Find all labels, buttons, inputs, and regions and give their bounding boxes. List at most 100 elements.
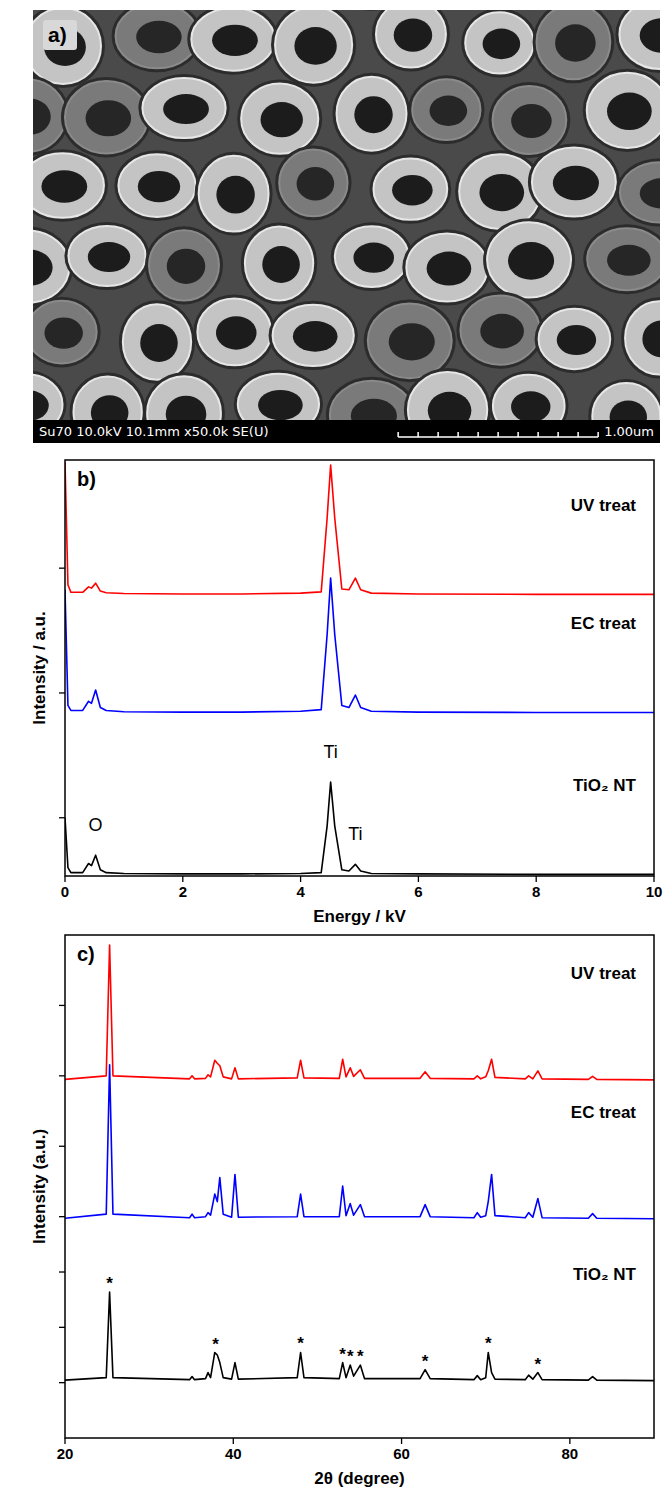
nanotube-pore [216,316,257,349]
nanotube-pore [607,92,652,130]
tube-shadow [64,222,149,290]
series-label: EC treat [571,614,637,633]
nanotube-pore [353,242,394,272]
nanotube-pore [428,392,472,420]
nanotube-pore [140,324,178,362]
x-tick [569,1438,570,1444]
y-tick [59,1075,65,1076]
peak-annotation: Ti [323,742,337,762]
nanotube-pore [553,166,599,201]
nanotube-wall [368,303,452,378]
nanotube-wall [587,228,660,290]
nanotube-pore [44,317,82,348]
label-patch [43,20,77,50]
nanotube-wall [620,162,660,222]
nanotube-wall [68,226,145,286]
y-tick [59,1382,65,1383]
x-tick-label: 8 [532,883,540,900]
tube-shadow [326,377,418,420]
scale-label: 1.00um [604,424,654,439]
nanotube-wall [147,376,221,420]
nanotube-wall [241,84,318,154]
scale-tick [497,432,499,437]
nanotube-wall [33,301,97,364]
tube-shadow [33,149,108,222]
nanotube-pore [33,391,49,420]
nanotube-wall [33,79,66,151]
nanotube-pore [86,100,132,136]
tube-shadow [461,10,537,78]
tube-shadow [333,73,411,155]
tube-shadow [119,300,195,384]
nanotube-pore [640,18,660,53]
nanotube-wall [149,230,219,300]
scale-tick [597,432,599,437]
nanotube-wall [408,372,487,420]
series-label: TiO₂ NT [573,1265,637,1284]
nanotube-pore [294,27,336,65]
scale-tick [517,432,519,437]
figure: Su70 10.0kV 10.1mm x50.0k SE(U) 1.00um a) 0… [0,0,671,1498]
scale-tick [557,432,559,437]
nanotube-wall [619,10,660,69]
nanotube-wall [532,147,616,216]
sem-info: Su70 10.0kV 10.1mm x50.0k SE(U) [39,424,269,439]
panel-label: b) [77,468,96,490]
tube-shadow [33,371,67,420]
peak-marker: * [106,1274,113,1293]
tube-shadow [372,10,450,72]
nanotube-pore [262,246,300,283]
x-tick-label: 80 [562,1445,579,1462]
nanotube-wall [539,309,611,369]
x-tick-label: 20 [57,1445,74,1462]
nanotube-wall [373,159,447,220]
series-label: UV treat [571,964,637,983]
tube-shadow [269,301,358,370]
nanotube-wall [412,79,480,140]
x-tick-label: 0 [61,883,69,900]
nanotube-pore [163,94,209,124]
x-tick [401,1438,402,1444]
tube-shadow [528,143,620,220]
nanotube-pore [607,245,651,276]
nanotube-pore [166,396,207,420]
tube-shadow [331,222,413,291]
tube-shadow [138,74,229,142]
nanotube-pore [392,175,433,206]
scale-tick [437,432,439,437]
nanotube-wall [335,226,409,287]
peak-marker: * [297,1334,304,1353]
nanotube-pore [212,25,258,56]
tube-shadow [483,218,575,301]
nanotube-wall [406,234,487,302]
info-bar [33,420,660,443]
sem-image [33,10,660,420]
nanotube-pore [33,250,53,286]
y-tick [59,692,65,693]
series-label: UV treat [571,496,637,515]
spectrum-line [65,1065,654,1219]
tube-shadow [195,152,273,236]
peak-marker: * [347,1347,354,1366]
spectrum-line [65,945,654,1080]
tube-shadow [193,295,275,370]
nanotube-wall [273,305,354,366]
tube-shadow [275,145,351,220]
nanotube-pore [167,249,205,284]
tube-shadow [408,75,484,144]
nanotube-pore [511,391,550,420]
tube-shadow [61,77,152,157]
panel-label: a) [48,23,67,46]
y-axis-title: Intensity / a.u. [30,611,49,724]
y-tick [59,1327,65,1328]
nanotube-wall [118,154,195,217]
tube-shadow [456,292,543,369]
nanotube-pore [389,323,435,360]
nanotube-wall [459,154,540,229]
tube-shadow [404,368,491,420]
peak-annotation: O [89,815,103,835]
nanotube-pore [41,170,87,202]
nanotube-wall [587,73,660,148]
x-axis-title: 2θ (degree) [314,1469,404,1488]
series-label: TiO₂ NT [573,776,637,795]
